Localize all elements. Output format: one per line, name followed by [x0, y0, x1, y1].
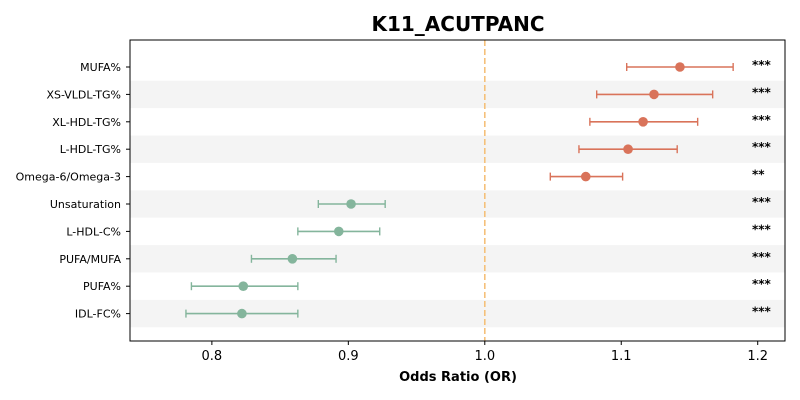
- y-tick-label: L-HDL-C%: [66, 225, 121, 238]
- significance-label: ***: [752, 140, 772, 154]
- row-band: [130, 135, 785, 163]
- y-tick-label: PUFA%: [83, 280, 121, 293]
- or-point: [333, 226, 344, 237]
- significance-label: ***: [752, 222, 772, 236]
- or-point: [649, 89, 659, 100]
- significance-label: ***: [752, 85, 772, 99]
- or-point: [237, 308, 247, 319]
- significance-label: ***: [752, 113, 772, 127]
- x-tick-label: 0.9: [338, 349, 359, 364]
- or-point: [580, 171, 591, 182]
- or-point: [638, 117, 648, 127]
- or-point: [623, 144, 633, 154]
- or-point: [287, 253, 298, 264]
- y-tick-label: MUFA%: [80, 61, 121, 74]
- y-tick-label: L-HDL-TG%: [60, 143, 121, 156]
- significance-label: ***: [752, 305, 772, 319]
- significance-label: ***: [752, 58, 772, 72]
- significance-label: **: [752, 168, 765, 182]
- y-tick-label: PUFA/MUFA: [59, 253, 121, 266]
- x-tick-label: 1.1: [611, 349, 632, 364]
- or-point: [346, 199, 356, 209]
- chart-title: K11_ACUTPANC: [371, 12, 544, 36]
- significance-label: ***: [752, 250, 772, 264]
- plot-frame: [129, 39, 786, 342]
- y-tick-label: Omega-6/Omega-3: [16, 171, 121, 184]
- x-tick-label: 1.0: [474, 349, 495, 364]
- y-tick-label: XL-HDL-TG%: [52, 116, 121, 129]
- x-tick-label: 1.2: [747, 349, 768, 364]
- y-tick-label: IDL-FC%: [75, 308, 121, 321]
- row-band: [130, 245, 785, 273]
- significance-label: ***: [752, 195, 772, 209]
- row-band: [130, 190, 785, 218]
- y-tick-label: Unsaturation: [50, 198, 121, 211]
- or-point: [238, 281, 249, 292]
- or-point: [675, 62, 685, 72]
- x-axis-label: Odds Ratio (OR): [399, 370, 517, 385]
- significance-label: ***: [752, 277, 772, 291]
- x-tick-label: 0.8: [202, 349, 223, 364]
- y-tick-label: XS-VLDL-TG%: [46, 88, 121, 101]
